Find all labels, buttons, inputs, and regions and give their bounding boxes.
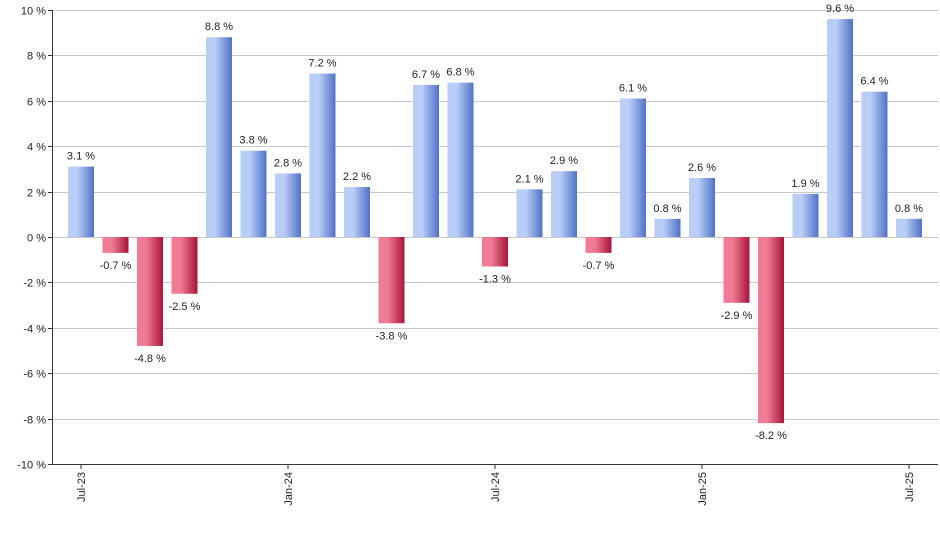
- bar-jul-24: [482, 237, 508, 267]
- data-label: -4.8 %: [134, 353, 166, 365]
- axes: 10 % 8 % 6 % 4 % 2 % 0 % -2 % -4 % -6 % -8 % -10 %…: [17, 6, 938, 506]
- y-tick-label: -2 %: [23, 278, 46, 290]
- data-label: -3.8 %: [376, 330, 408, 342]
- bar-apr-24: [378, 237, 405, 324]
- x-tick-label: Jan-25: [697, 472, 709, 506]
- x-tick-label: Jul-25: [904, 472, 916, 502]
- bar-aug-23: [102, 237, 129, 253]
- bar-may-24: [413, 84, 439, 237]
- data-label: -1.3 %: [479, 274, 511, 286]
- bar-nov-23: [206, 37, 232, 237]
- data-label: 3.8 %: [239, 135, 267, 147]
- data-label: 2.9 %: [550, 155, 578, 167]
- data-label: -0.7 %: [583, 260, 615, 272]
- bar-jun-24: [447, 82, 474, 237]
- data-label: 0.8 %: [895, 203, 923, 215]
- data-label: 7.2 %: [308, 58, 336, 70]
- data-label: 3.1 %: [67, 151, 95, 163]
- bar-jul-23: [68, 166, 94, 237]
- x-tick-label: Jul-24: [490, 472, 502, 502]
- y-tick-label: 10 %: [21, 6, 46, 18]
- bar-jun-25: [861, 91, 888, 237]
- bars: [68, 19, 922, 424]
- data-label: -2.5 %: [169, 301, 201, 313]
- y-tick-label: -10 %: [17, 460, 46, 472]
- y-tick-label: 2 %: [27, 188, 46, 200]
- y-tick-label: 4 %: [27, 142, 46, 154]
- data-label: 6.7 %: [412, 69, 440, 81]
- bar-oct-23: [171, 237, 198, 294]
- bar-feb-25: [723, 237, 750, 303]
- y-tick-label: -8 %: [23, 415, 46, 427]
- data-label: 0.8 %: [653, 203, 681, 215]
- data-label: 2.8 %: [274, 157, 302, 169]
- data-label: -2.9 %: [721, 310, 753, 322]
- data-label: 6.4 %: [860, 76, 888, 88]
- bar-nov-24: [620, 98, 646, 237]
- bar-sep-23: [137, 237, 163, 346]
- y-tick-label: -6 %: [23, 369, 46, 381]
- bar-dec-23: [240, 150, 267, 237]
- bar-mar-25: [758, 237, 784, 424]
- data-label: 9.6 %: [826, 3, 854, 15]
- bar-dec-24: [654, 218, 681, 237]
- bar-jan-25: [689, 177, 715, 237]
- data-label: 2.1 %: [515, 173, 543, 185]
- x-tick-label: Jan-24: [283, 472, 295, 506]
- data-label: 6.8 %: [446, 67, 474, 79]
- y-tick-label: 8 %: [27, 51, 46, 63]
- y-tick-label: -4 %: [23, 324, 46, 336]
- bar-jan-24: [275, 173, 301, 237]
- data-label: 8.8 %: [205, 21, 233, 33]
- bar-may-25: [827, 19, 853, 237]
- data-labels: 3.1 % -0.7 % -4.8 % -2.5 % 8.8 % 3.8 % 2.8 % 7.…: [67, 3, 923, 442]
- y-tick-label: 0 %: [27, 233, 46, 245]
- data-label: 1.9 %: [791, 178, 819, 190]
- data-label: -8.2 %: [755, 430, 787, 442]
- bar-sep-24: [551, 171, 577, 237]
- x-tick-label: Jul-23: [76, 472, 88, 502]
- y-tick-label: 6 %: [27, 97, 46, 109]
- bar-jul-25: [896, 218, 922, 237]
- bar-mar-24: [344, 187, 370, 237]
- data-label: 6.1 %: [619, 83, 647, 95]
- data-label: 2.2 %: [343, 171, 371, 183]
- bar-feb-24: [309, 73, 336, 237]
- bar-oct-24: [585, 237, 612, 253]
- bar-apr-25: [792, 193, 819, 237]
- data-label: 2.6 %: [688, 162, 716, 174]
- bar-aug-24: [516, 189, 543, 237]
- data-label: -0.7 %: [100, 260, 132, 272]
